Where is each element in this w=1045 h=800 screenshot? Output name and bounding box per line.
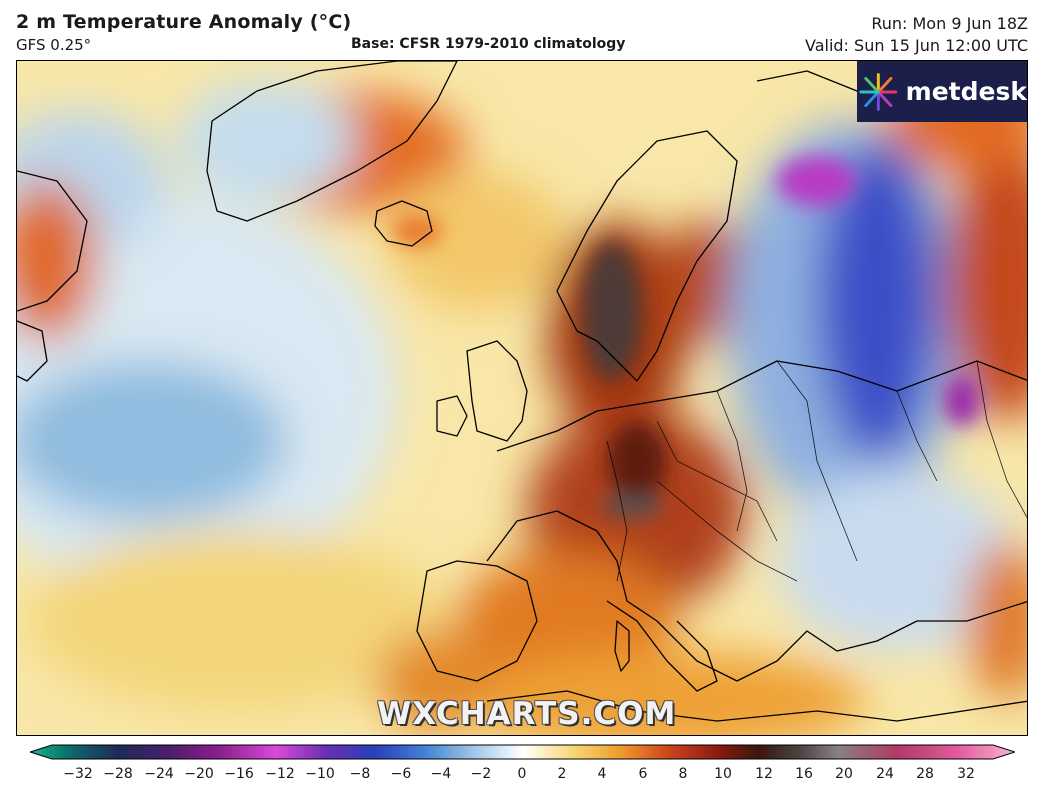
color-scale-ticks: −32 −28 −24 −20 −16 −12 −10 −8 −6 −4 −2 … <box>0 762 1045 784</box>
metdesk-burst-icon <box>859 72 898 111</box>
valid-time-label: Valid: Sun 15 Jun 12:00 UTC <box>805 36 1028 55</box>
tick-label: 24 <box>876 766 894 782</box>
tick-label: 8 <box>678 766 688 782</box>
tick-label: 2 <box>557 766 567 782</box>
tick-label: 28 <box>916 766 934 782</box>
tick-label: 0 <box>517 766 527 782</box>
run-time-label: Run: Mon 9 Jun 18Z <box>871 14 1028 33</box>
tick-label: 16 <box>795 766 813 782</box>
color-scale-bar <box>30 744 1015 760</box>
tick-label: −6 <box>390 766 412 782</box>
tick-label: 12 <box>755 766 773 782</box>
tick-label: −32 <box>63 766 93 782</box>
tick-label: −24 <box>144 766 174 782</box>
tick-label: −8 <box>349 766 371 782</box>
model-label: GFS 0.25° <box>16 36 92 54</box>
tick-label: −4 <box>430 766 452 782</box>
tick-label: 6 <box>638 766 648 782</box>
tick-label: −2 <box>470 766 492 782</box>
tick-label: 10 <box>714 766 732 782</box>
tick-label: −12 <box>265 766 295 782</box>
tick-label: −28 <box>103 766 133 782</box>
tick-label: 32 <box>957 766 975 782</box>
wxcharts-watermark: WXCHARTS.COM <box>377 696 677 732</box>
anomaly-map-canvas <box>17 61 1027 735</box>
tick-label: 4 <box>597 766 607 782</box>
tick-label: −20 <box>184 766 214 782</box>
tick-label: 20 <box>835 766 853 782</box>
tick-label: −16 <box>224 766 254 782</box>
metdesk-logo-text: metdesk <box>905 77 1027 106</box>
anomaly-map: metdesk WXCHARTS.COM <box>16 60 1028 736</box>
climatology-base-label: Base: CFSR 1979-2010 climatology <box>351 36 626 52</box>
tick-label: −10 <box>305 766 335 782</box>
metdesk-logo: metdesk <box>857 61 1027 122</box>
chart-title: 2 m Temperature Anomaly (°C) <box>16 11 352 33</box>
